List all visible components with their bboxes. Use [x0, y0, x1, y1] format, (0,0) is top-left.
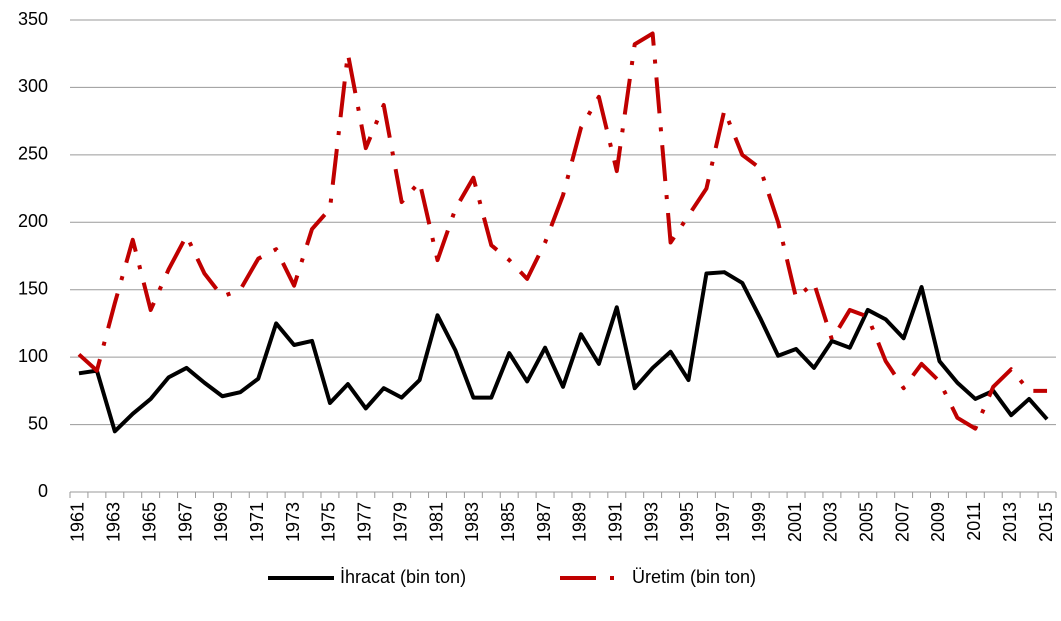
x-tick-label: 2013 [1000, 502, 1020, 542]
y-tick-label: 100 [18, 346, 48, 366]
x-tick-label: 2005 [857, 502, 877, 542]
x-tick-label: 1975 [319, 502, 339, 542]
y-tick-label: 250 [18, 144, 48, 164]
x-tick-label: 1969 [211, 502, 231, 542]
x-tick-label: 1999 [749, 502, 769, 542]
x-tick-label: 1971 [247, 502, 267, 542]
y-tick-label: 300 [18, 76, 48, 96]
x-tick-label: 1987 [534, 502, 554, 542]
x-tick-label: 2011 [964, 502, 984, 541]
x-tick-label: 1963 [104, 502, 124, 542]
legend-label: İhracat (bin ton) [340, 567, 466, 587]
x-tick-label: 1991 [606, 502, 626, 542]
x-tick-label: 2015 [1036, 502, 1056, 542]
x-tick-label: 1965 [139, 502, 159, 542]
legend-label: Üretim (bin ton) [632, 567, 756, 587]
x-tick-label: 1961 [68, 502, 88, 542]
x-tick-label: 1981 [426, 502, 446, 542]
y-tick-label: 0 [38, 481, 48, 501]
x-tick-label: 2001 [785, 502, 805, 542]
x-tick-label: 1993 [641, 502, 661, 542]
x-tick-label: 1977 [355, 502, 375, 542]
y-tick-label: 350 [18, 9, 48, 29]
x-tick-label: 1997 [713, 502, 733, 542]
x-tick-label: 2009 [928, 502, 948, 542]
x-tick-label: 1973 [283, 502, 303, 542]
x-tick-label: 1983 [462, 502, 482, 542]
x-tick-label: 2003 [821, 502, 841, 542]
y-tick-label: 50 [28, 413, 48, 433]
data-line [77, 31, 1048, 431]
x-tick-label: 1979 [390, 502, 410, 542]
x-tick-label: 1967 [175, 502, 195, 542]
x-tick-label: 1989 [570, 502, 590, 542]
x-tick-label: 1985 [498, 502, 518, 542]
x-tick-label: 2007 [892, 502, 912, 542]
y-tick-label: 200 [18, 211, 48, 231]
x-tick-label: 1995 [677, 502, 697, 542]
y-tick-label: 150 [18, 278, 48, 298]
data-line [78, 270, 1049, 434]
